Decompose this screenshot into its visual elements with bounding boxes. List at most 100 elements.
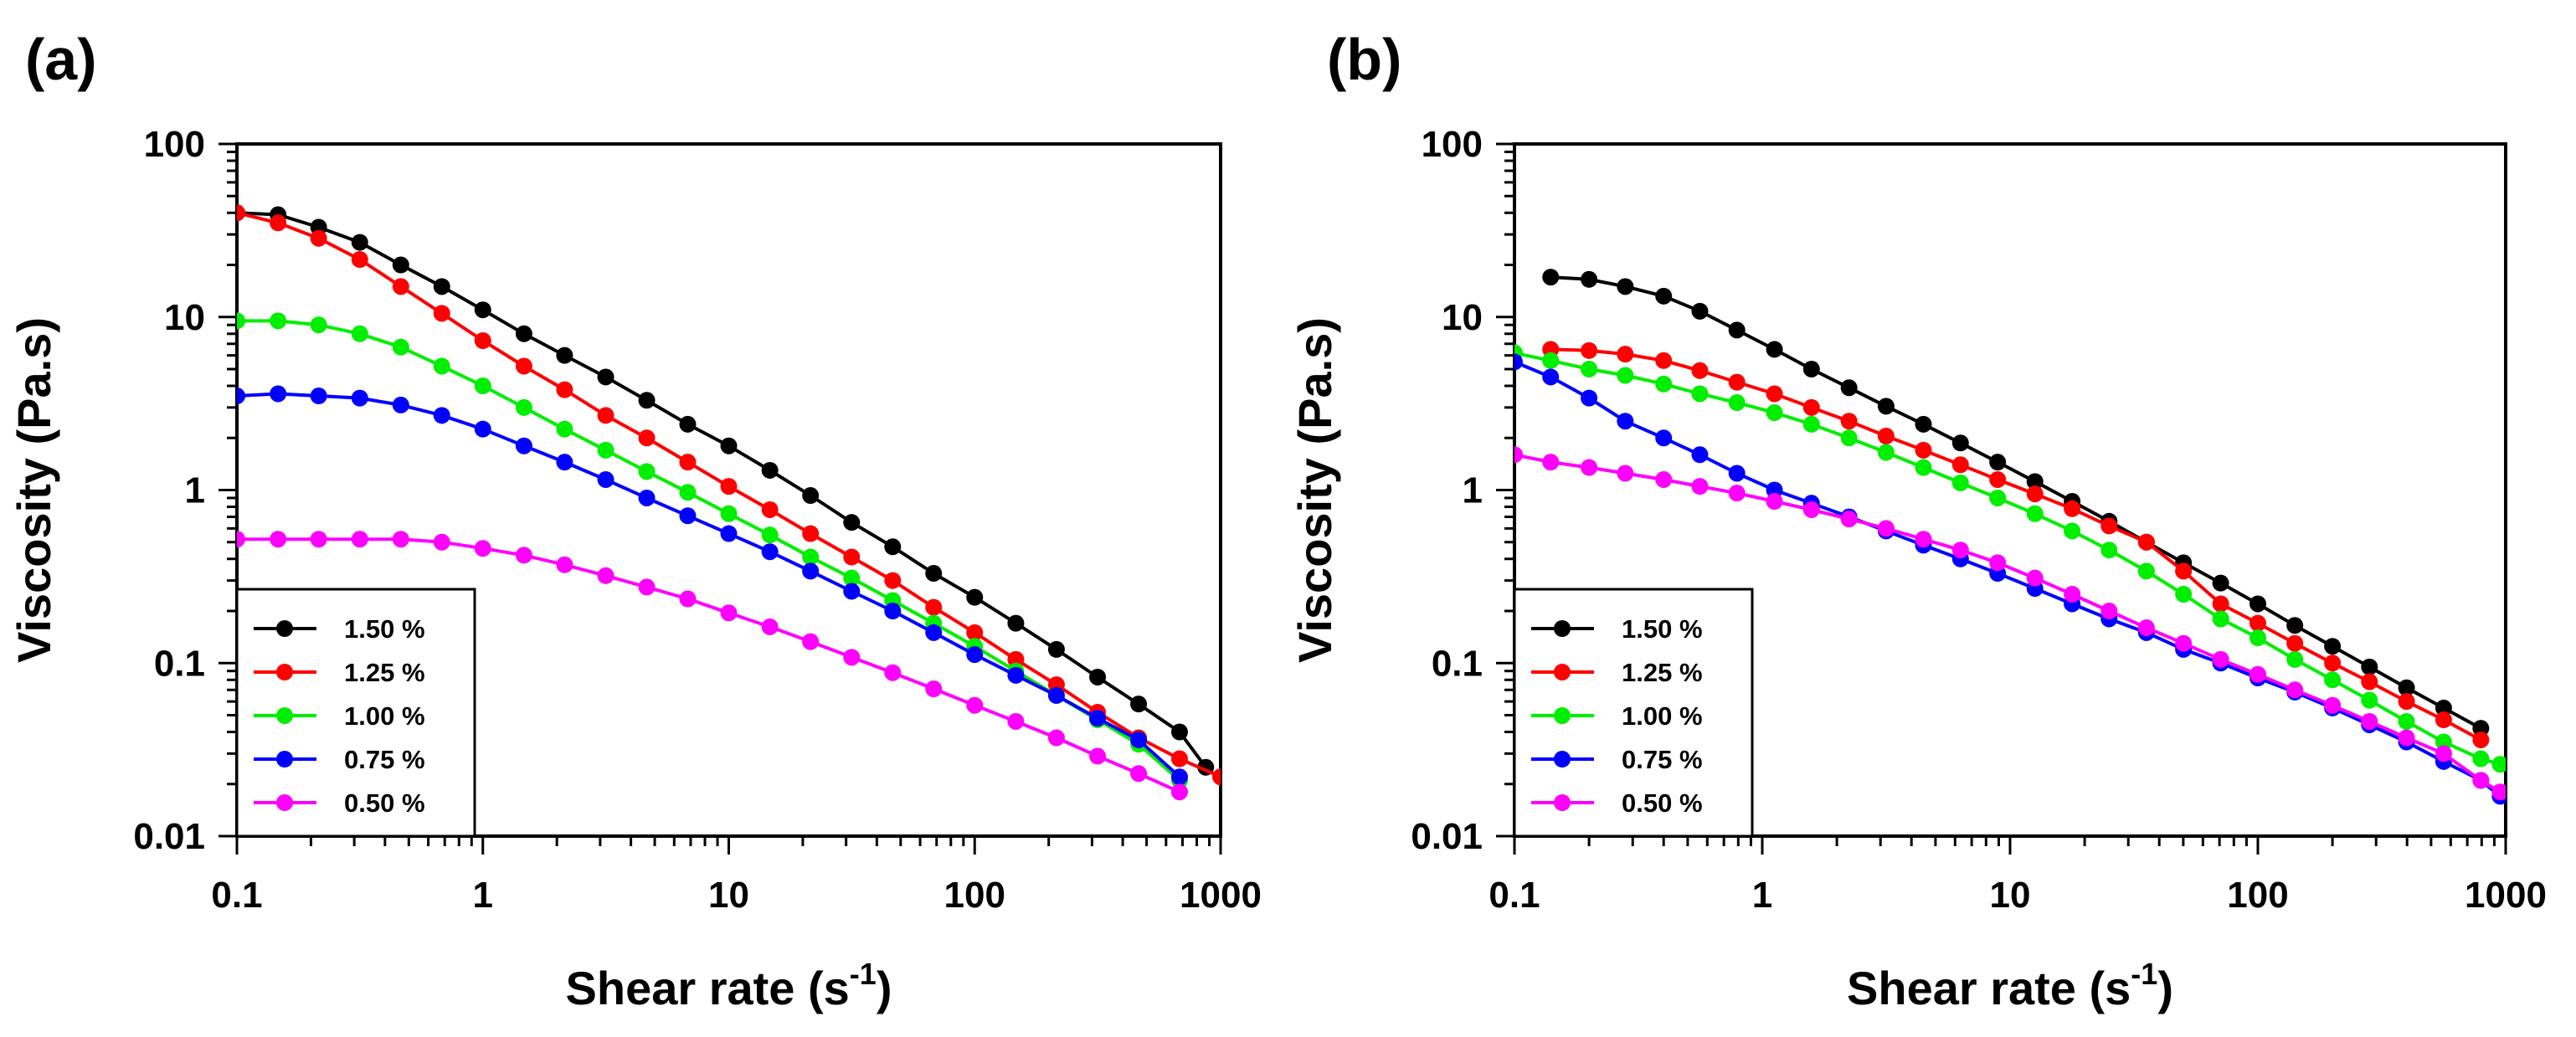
y-tick-label: 10 [164,297,205,338]
data-point-100 [433,357,450,375]
data-point-125 [2361,673,2378,690]
data-point-050 [1089,747,1107,765]
data-point-125 [1170,750,1188,767]
legend-label-050: 0.50 % [1622,788,1703,818]
data-point-075 [1047,686,1065,704]
y-tick-label: 1 [185,470,205,511]
data-point-050 [1514,446,1523,464]
data-point-050 [2472,772,2490,789]
data-point-050 [843,649,861,666]
data-point-050 [2324,696,2342,714]
data-point-125 [2064,500,2081,517]
data-point-075 [556,454,573,471]
data-point-075 [1170,768,1188,786]
data-point-150 [1542,269,1560,286]
data-point-150 [925,565,943,583]
legend-label-050: 0.50 % [344,788,425,818]
data-point-075 [433,407,450,424]
data-point-150 [1915,415,1932,433]
y-tick-label: 0.1 [1432,643,1483,684]
data-point-050 [761,618,779,635]
data-point-050 [1691,478,1709,495]
data-point-125 [351,251,368,269]
data-point-150 [2435,699,2452,716]
data-point-075 [720,525,738,542]
data-point-100 [2250,629,2266,647]
data-point-100 [1951,474,1969,491]
data-point-050 [433,533,450,551]
y-tick-label: 10 [1442,297,1483,338]
panel-label: (b) [1327,27,1401,92]
data-point-125 [2472,731,2490,748]
data-point-150 [761,461,779,479]
legend-marker-125 [276,664,293,680]
data-point-100 [679,484,697,501]
data-point-050 [1989,554,2007,572]
y-tick-label: 0.01 [1411,816,1483,857]
data-point-150 [474,301,491,319]
data-point-050 [1915,531,1932,548]
data-point-050 [2491,783,2506,801]
data-point-100 [597,441,614,459]
x-tick-label: 1 [473,875,493,916]
x-tick-label: 1 [1752,875,1772,916]
x-tick-label: 100 [944,875,1005,916]
legend-label-075: 0.75 % [1622,745,1703,774]
data-point-075 [925,624,943,641]
data-point-050 [1170,783,1188,801]
data-point-100 [2100,542,2118,559]
data-point-050 [1655,470,1673,488]
data-point-050 [2026,569,2044,587]
data-point-075 [1514,353,1523,371]
data-point-050 [2361,712,2378,730]
data-point-125 [1951,456,1969,474]
data-point-125 [597,407,614,424]
data-point-050 [679,590,697,608]
x-axis-title: Shear rate (s-1) [1847,957,2173,1014]
data-point-125 [761,501,779,518]
data-point-050 [2175,634,2193,652]
data-point-125 [638,429,656,447]
data-point-150 [1655,287,1673,305]
data-point-050 [2435,745,2452,762]
data-point-150 [1728,321,1746,339]
data-point-150 [1047,640,1065,658]
data-point-150 [433,278,450,295]
data-point-150 [1951,434,1969,452]
data-point-100 [1840,429,1858,447]
legend-marker-125 [1554,664,1571,680]
data-point-150 [1766,341,1783,358]
data-point-125 [2100,517,2118,535]
data-point-125 [966,624,984,641]
data-point-050 [1877,520,1895,537]
y-tick-label: 0.1 [154,643,205,684]
data-point-125 [392,278,409,295]
data-point-125 [1915,441,1932,459]
data-point-150 [2472,720,2490,737]
data-point-050 [1617,465,1634,482]
data-point-100 [474,377,491,395]
panel-label: (a) [25,27,97,92]
x-tick-label: 10 [1990,875,2031,916]
data-point-075 [761,543,779,561]
data-point-100 [2398,712,2415,730]
data-point-125 [474,332,491,350]
data-point-125 [237,204,245,222]
data-point-150 [1130,696,1148,713]
data-point-075 [597,470,614,488]
data-point-150 [2026,473,2044,490]
data-point-100 [2324,671,2342,689]
data-point-075 [310,388,327,405]
data-point-075 [270,385,287,403]
data-point-100 [2491,756,2506,773]
data-point-100 [1802,415,1820,433]
data-point-125 [1989,470,2007,488]
x-axis-title-text: Shear rate (s [566,962,850,1014]
legend-label-075: 0.75 % [344,745,425,774]
data-point-150 [843,514,861,531]
x-axis-title-text: Shear rate (s [1847,962,2131,1014]
data-point-075 [1581,389,1598,407]
data-point-050 [1007,712,1025,730]
data-point-125 [2212,595,2229,613]
